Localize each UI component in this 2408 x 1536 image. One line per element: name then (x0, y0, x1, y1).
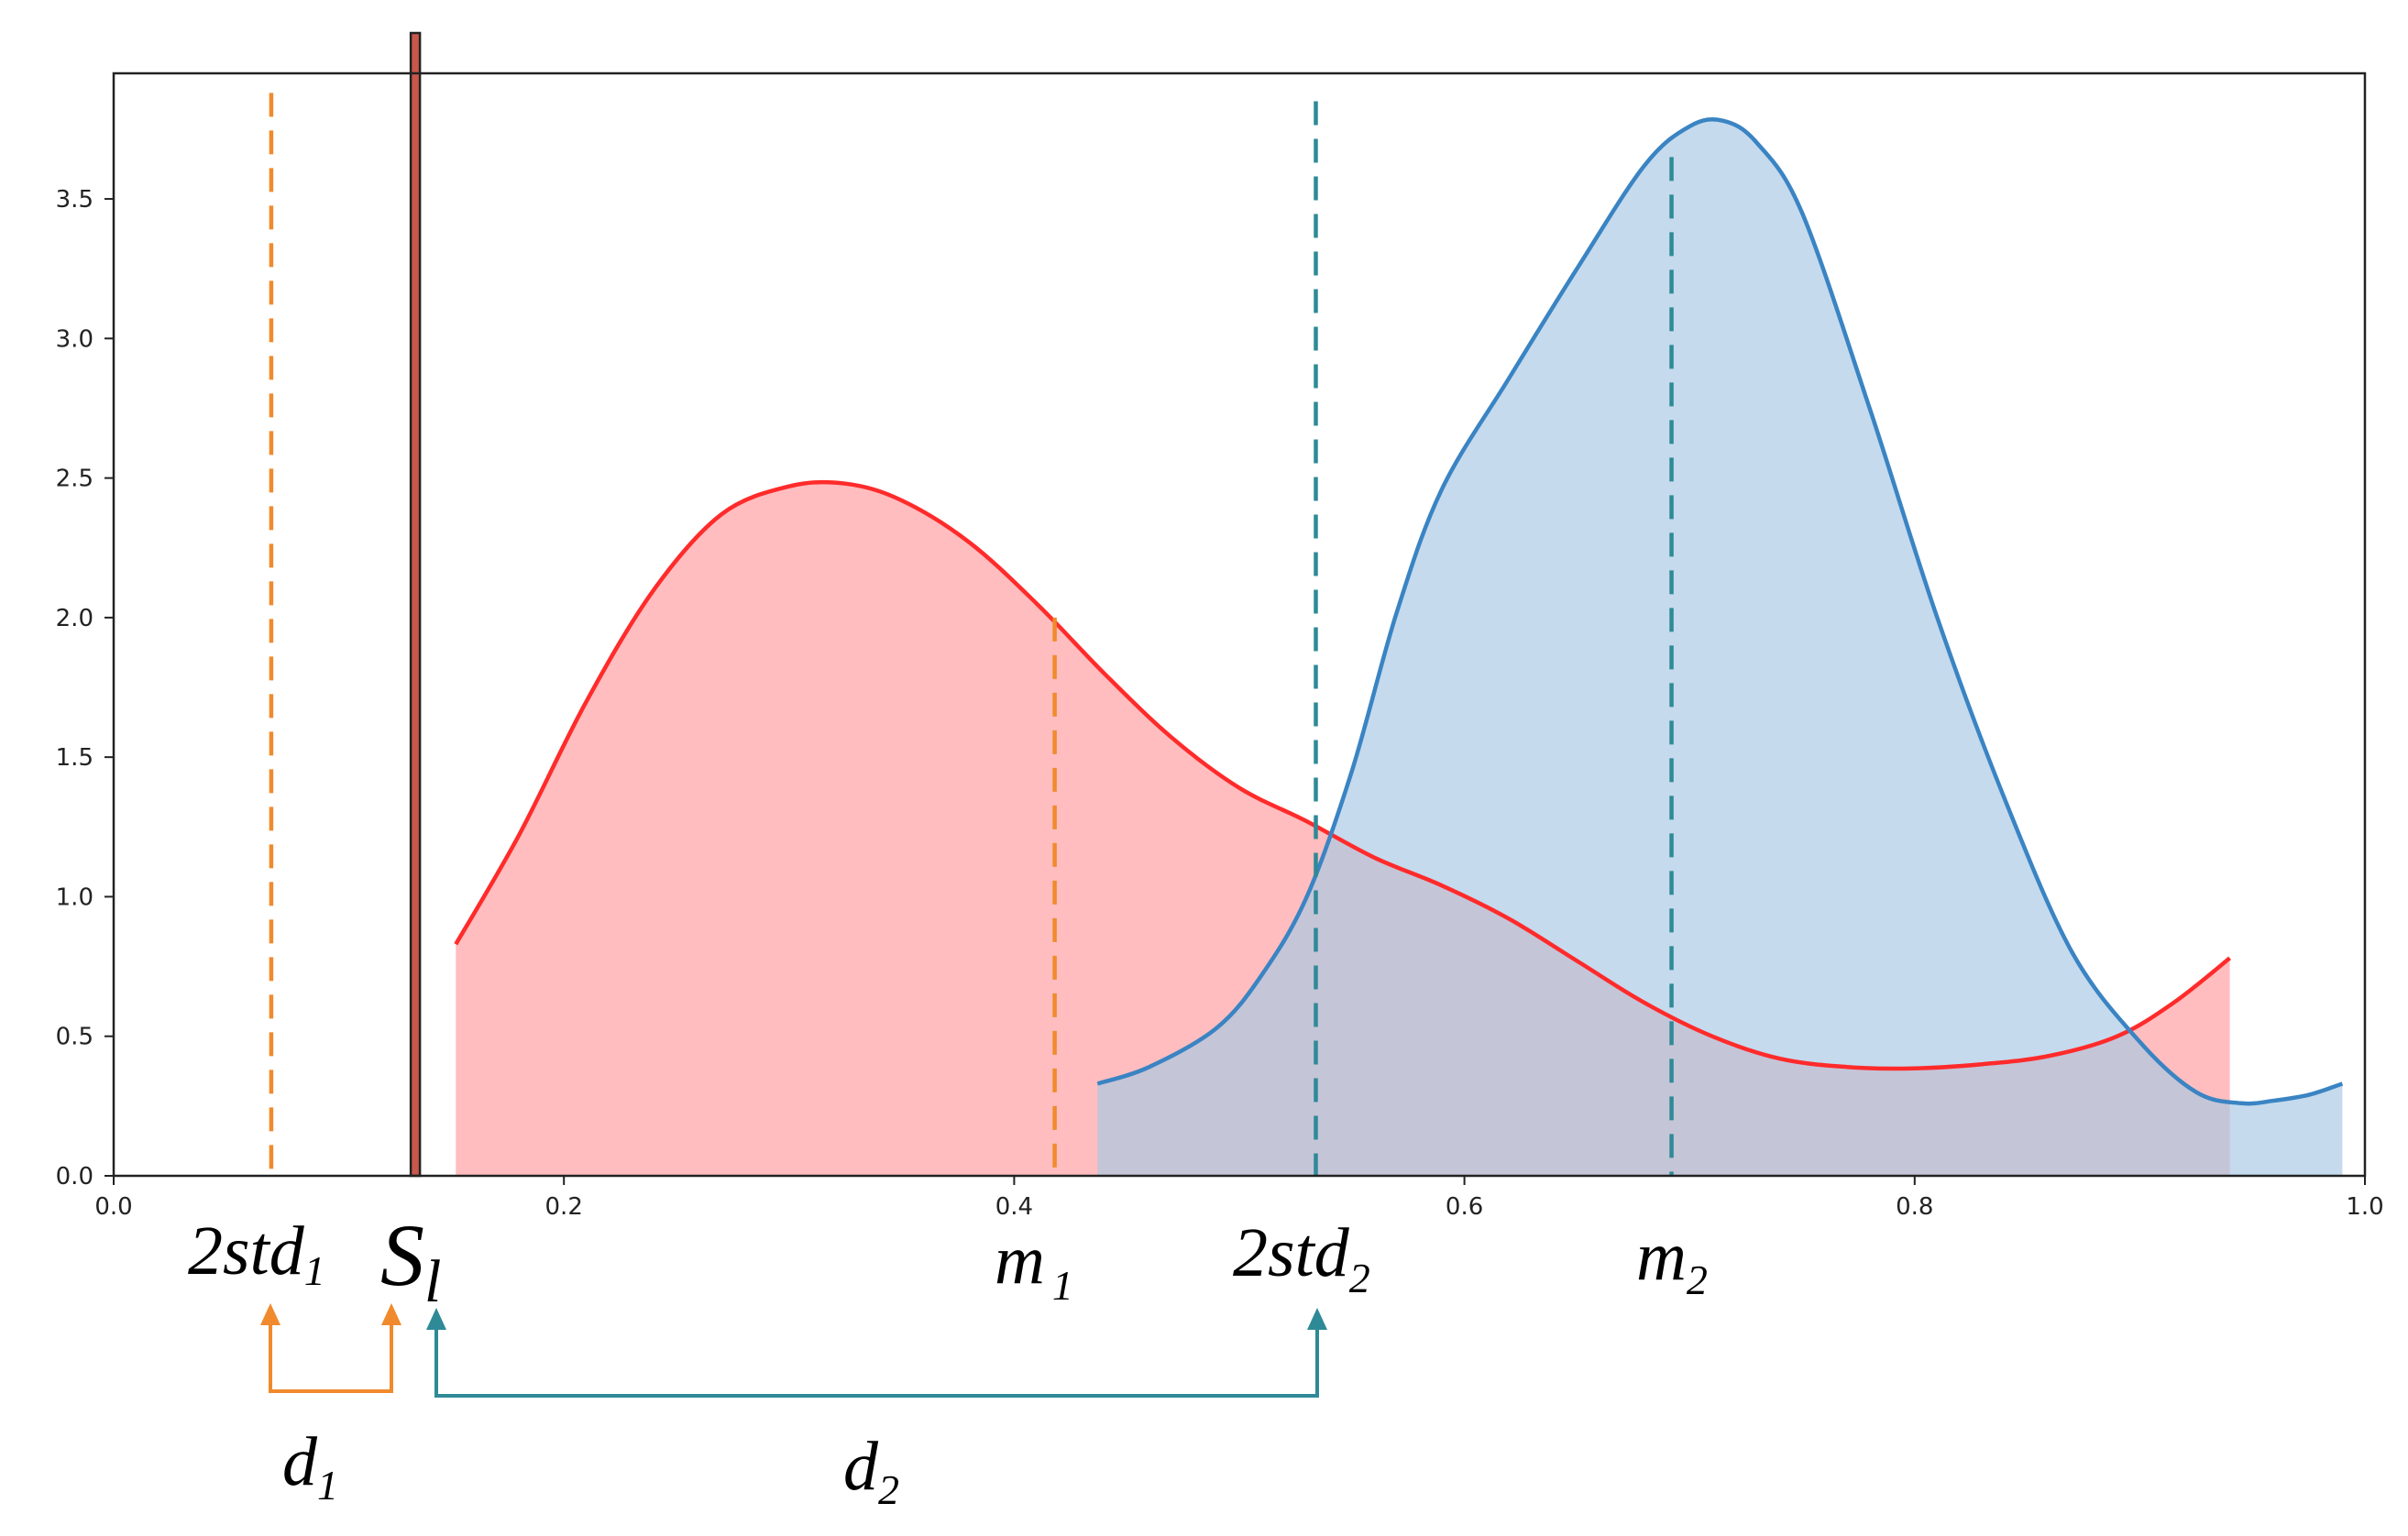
density-fills (456, 119, 2343, 1177)
y-tick-label-4: 1.5 (56, 744, 93, 772)
y-tick-label-2: 0.5 (56, 1024, 93, 1051)
x-tick-label-3: 0.4 (995, 1193, 1033, 1221)
annotation-s-l: Sl (380, 1206, 441, 1315)
axis-ticks: 0.0 0.2 0.4 0.6 0.8 1.0 0.0 0.5 1.0 1.5 2.0 2.5 3.0 3… (56, 186, 2384, 1221)
annotation-m-2: m2 (1636, 1218, 1708, 1303)
annotation-2std-2: 2std2 (1233, 1214, 1370, 1301)
bracket-d2-arrowhead-left (426, 1308, 446, 1330)
threshold-marker (409, 31, 422, 1178)
bracket-d1-arrowhead-left (260, 1303, 280, 1325)
bracket-d2-arrowhead-right (1307, 1308, 1327, 1330)
y-tick-label-7: 3.0 (56, 325, 93, 353)
annotation-2std-1: 2std1 (188, 1212, 325, 1294)
y-tick-label-3: 1.0 (56, 883, 93, 911)
annotation-d-1: d1 (282, 1423, 338, 1509)
density-lines (454, 116, 2344, 1106)
y-tick-label-8: 3.5 (56, 186, 93, 214)
x-tick-label-2: 0.2 (545, 1193, 583, 1221)
bracket-d2-arrow-line (434, 1320, 1319, 1398)
bracket-d1-arrow-line (269, 1315, 393, 1393)
y-tick-label-1: 0.0 (56, 1163, 93, 1190)
y-tick-label-5: 2.0 (56, 605, 93, 632)
threshold-bar (409, 31, 422, 1178)
marker-lines (269, 93, 1674, 1176)
bracket-d1-arrowhead-right (381, 1303, 401, 1325)
series-2-area (1097, 119, 2343, 1177)
y-tick-label-6: 2.5 (56, 466, 93, 493)
series-2-line (1096, 116, 2344, 1106)
annotation-d-2: d2 (843, 1428, 899, 1513)
x-tick-label-5: 0.8 (1896, 1193, 1933, 1221)
series-1-area (456, 482, 2230, 1176)
x-tick-label-1: 0.0 (94, 1193, 132, 1221)
x-tick-label-4: 0.6 (1446, 1193, 1483, 1221)
plot-frame (112, 71, 2367, 1178)
x-tick-label-6: 1.0 (2346, 1193, 2383, 1221)
series-1-line (454, 479, 2232, 1071)
